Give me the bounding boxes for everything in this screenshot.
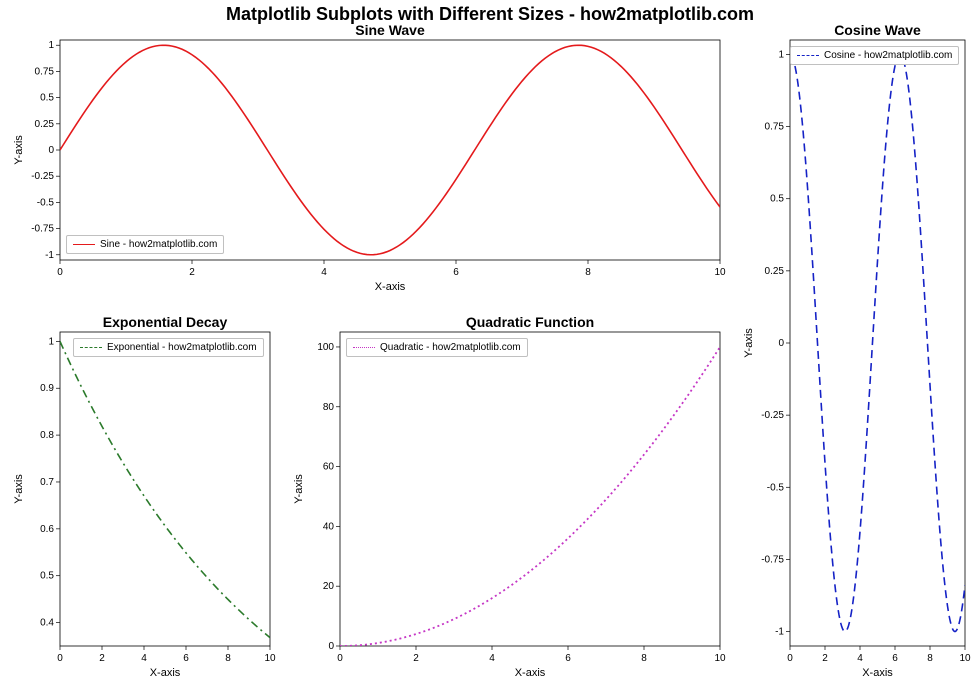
svg-text:10: 10 bbox=[264, 653, 276, 664]
svg-text:X-axis: X-axis bbox=[375, 281, 406, 293]
svg-text:6: 6 bbox=[565, 653, 571, 664]
svg-text:0.5: 0.5 bbox=[770, 194, 784, 205]
quad-legend-label: Quadratic - how2matplotlib.com bbox=[380, 342, 521, 353]
svg-text:Y-axis: Y-axis bbox=[293, 474, 305, 504]
svg-text:X-axis: X-axis bbox=[515, 667, 546, 679]
svg-text:-0.75: -0.75 bbox=[761, 554, 784, 565]
svg-text:0.25: 0.25 bbox=[765, 266, 785, 277]
svg-text:0.75: 0.75 bbox=[35, 66, 55, 77]
svg-text:1: 1 bbox=[48, 40, 54, 51]
quad-legend: Quadratic - how2matplotlib.com bbox=[346, 338, 528, 357]
svg-text:X-axis: X-axis bbox=[150, 667, 181, 679]
svg-text:8: 8 bbox=[585, 267, 591, 278]
svg-text:Y-axis: Y-axis bbox=[743, 328, 755, 358]
svg-text:2: 2 bbox=[822, 653, 828, 664]
cosine-series bbox=[790, 54, 965, 631]
svg-text:-0.75: -0.75 bbox=[31, 224, 54, 235]
exp-legend-label: Exponential - how2matplotlib.com bbox=[107, 342, 257, 353]
svg-text:40: 40 bbox=[323, 521, 335, 532]
svg-text:0.4: 0.4 bbox=[40, 618, 54, 629]
svg-text:Y-axis: Y-axis bbox=[13, 474, 25, 504]
svg-text:0: 0 bbox=[48, 145, 54, 156]
sine-title: Sine Wave bbox=[60, 22, 720, 38]
svg-text:X-axis: X-axis bbox=[862, 667, 893, 679]
svg-text:0: 0 bbox=[787, 653, 793, 664]
cosine-title: Cosine Wave bbox=[790, 22, 965, 38]
svg-text:0.25: 0.25 bbox=[35, 119, 55, 130]
svg-text:10: 10 bbox=[714, 653, 726, 664]
exp-series bbox=[60, 341, 270, 637]
svg-text:0: 0 bbox=[337, 653, 343, 664]
sine-legend: Sine - how2matplotlib.com bbox=[66, 235, 224, 254]
quad-legend-swatch bbox=[353, 347, 375, 348]
cosine-legend-label: Cosine - how2matplotlib.com bbox=[824, 50, 952, 61]
svg-text:4: 4 bbox=[321, 267, 327, 278]
svg-text:10: 10 bbox=[714, 267, 726, 278]
figure: Matplotlib Subplots with Different Sizes… bbox=[0, 0, 980, 700]
svg-text:0: 0 bbox=[57, 653, 63, 664]
svg-text:0.6: 0.6 bbox=[40, 524, 54, 535]
svg-text:0.5: 0.5 bbox=[40, 93, 54, 104]
svg-text:2: 2 bbox=[413, 653, 419, 664]
svg-text:0.5: 0.5 bbox=[40, 571, 54, 582]
svg-text:-0.25: -0.25 bbox=[761, 410, 784, 421]
svg-text:0: 0 bbox=[778, 338, 784, 349]
sine-legend-swatch bbox=[73, 244, 95, 245]
svg-text:-1: -1 bbox=[45, 250, 54, 261]
svg-text:-0.25: -0.25 bbox=[31, 171, 54, 182]
quad-series bbox=[340, 347, 720, 646]
svg-text:100: 100 bbox=[317, 342, 334, 353]
cosine-legend-swatch bbox=[797, 55, 819, 56]
svg-text:8: 8 bbox=[225, 653, 231, 664]
svg-text:4: 4 bbox=[141, 653, 147, 664]
sine-series bbox=[60, 45, 720, 255]
svg-text:10: 10 bbox=[959, 653, 971, 664]
exp-legend-swatch bbox=[80, 347, 102, 348]
svg-text:4: 4 bbox=[489, 653, 495, 664]
sine-legend-label: Sine - how2matplotlib.com bbox=[100, 239, 217, 250]
svg-text:6: 6 bbox=[453, 267, 459, 278]
svg-text:4: 4 bbox=[857, 653, 863, 664]
svg-text:8: 8 bbox=[641, 653, 647, 664]
svg-text:80: 80 bbox=[323, 402, 335, 413]
exp-legend: Exponential - how2matplotlib.com bbox=[73, 338, 264, 357]
svg-text:2: 2 bbox=[99, 653, 105, 664]
svg-text:60: 60 bbox=[323, 462, 335, 473]
exp-title: Exponential Decay bbox=[60, 314, 270, 330]
svg-text:0.8: 0.8 bbox=[40, 430, 54, 441]
svg-text:0.7: 0.7 bbox=[40, 477, 54, 488]
svg-text:0: 0 bbox=[57, 267, 63, 278]
svg-text:0.9: 0.9 bbox=[40, 383, 54, 394]
cosine-legend: Cosine - how2matplotlib.com bbox=[790, 46, 959, 65]
quad-title: Quadratic Function bbox=[340, 314, 720, 330]
svg-text:8: 8 bbox=[927, 653, 933, 664]
svg-text:1: 1 bbox=[48, 336, 54, 347]
svg-text:20: 20 bbox=[323, 581, 335, 592]
svg-text:-1: -1 bbox=[775, 627, 784, 638]
svg-text:1: 1 bbox=[778, 49, 784, 60]
svg-text:0: 0 bbox=[328, 641, 334, 652]
svg-text:-0.5: -0.5 bbox=[767, 482, 785, 493]
svg-text:Y-axis: Y-axis bbox=[13, 135, 25, 165]
svg-text:0.75: 0.75 bbox=[765, 122, 785, 133]
svg-text:6: 6 bbox=[183, 653, 189, 664]
svg-text:2: 2 bbox=[189, 267, 195, 278]
svg-text:-0.5: -0.5 bbox=[37, 197, 55, 208]
svg-text:6: 6 bbox=[892, 653, 898, 664]
